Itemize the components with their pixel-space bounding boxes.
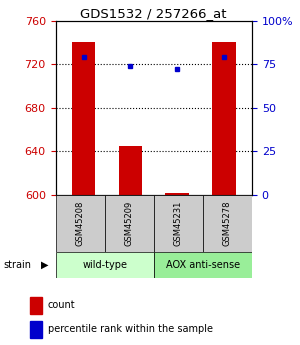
Text: GSM45278: GSM45278 [223, 201, 232, 246]
Bar [56, 195, 105, 252]
Bar [119, 146, 142, 195]
Bar [154, 252, 252, 278]
Bar [56, 252, 154, 278]
Text: ▶: ▶ [40, 260, 48, 269]
Text: GSM45208: GSM45208 [76, 201, 85, 246]
Text: percentile rank within the sample: percentile rank within the sample [48, 325, 213, 334]
Text: GSM45231: GSM45231 [174, 201, 183, 246]
Text: wild-type: wild-type [82, 260, 127, 270]
Text: AOX anti-sense: AOX anti-sense [166, 260, 240, 270]
Text: strain: strain [3, 260, 31, 269]
Text: GSM45209: GSM45209 [125, 201, 134, 246]
Text: count: count [48, 300, 76, 310]
Title: GDS1532 / 257266_at: GDS1532 / 257266_at [80, 7, 227, 20]
Bar [203, 195, 252, 252]
Bar [154, 195, 203, 252]
Bar [72, 42, 95, 195]
Bar [165, 193, 189, 195]
Bar [212, 42, 236, 195]
Bar [105, 195, 154, 252]
